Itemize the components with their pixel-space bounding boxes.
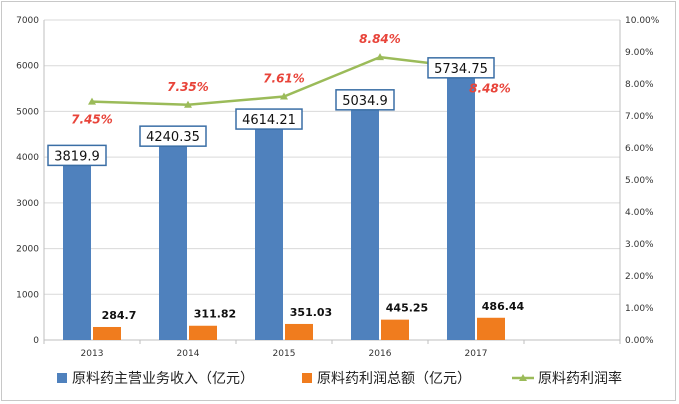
- y-right-tick-label: 3.00%: [625, 240, 654, 250]
- profit-data-label: 351.03: [290, 306, 332, 319]
- x-tick-label: 2015: [273, 349, 296, 359]
- rate-data-label: 7.45%: [71, 113, 113, 127]
- legend-label-rate: 原料药利润率: [538, 370, 622, 387]
- y-left-tick-label: 1000: [16, 290, 39, 300]
- y-right-tick-label: 4.00%: [625, 208, 654, 218]
- revenue-data-label: 5734.75: [434, 62, 488, 77]
- profit-data-label: 486.44: [482, 300, 525, 313]
- revenue-data-label: 4614.21: [242, 113, 296, 128]
- bar-revenue: [447, 77, 475, 340]
- profit-data-label: 284.7: [102, 309, 137, 322]
- bar-profit: [93, 326, 121, 340]
- bar-revenue: [351, 109, 379, 340]
- y-right-tick-label: 9.00%: [625, 48, 654, 58]
- rate-data-label: 8.48%: [469, 82, 511, 96]
- x-tick-label: 2013: [81, 349, 104, 359]
- line-marker: [280, 92, 288, 100]
- profit-data-label: 445.25: [386, 302, 428, 315]
- revenue-data-label: 5034.9: [342, 94, 388, 109]
- y-left-tick-label: 2000: [16, 245, 39, 255]
- y-right-tick-label: 6.00%: [625, 144, 654, 154]
- rate-data-label: 7.61%: [263, 71, 305, 85]
- bar-revenue: [63, 165, 91, 340]
- line-marker: [184, 100, 192, 108]
- y-right-tick-label: 0.00%: [625, 336, 654, 346]
- bar-profit: [381, 319, 409, 340]
- x-tick-label: 2017: [465, 349, 488, 359]
- revenue-label-box: [47, 144, 107, 167]
- y-right-tick-label: 2.00%: [625, 272, 654, 282]
- bar-profit: [189, 325, 217, 340]
- x-tick-label: 2014: [177, 349, 200, 359]
- bar-profit: [285, 323, 313, 340]
- profit-data-label: 311.82: [194, 308, 236, 321]
- revenue-label-box: [427, 57, 495, 79]
- y-right-tick-label: 8.00%: [625, 80, 654, 90]
- y-right-tick-label: 5.00%: [625, 176, 654, 186]
- legend-swatch-profit: [302, 373, 312, 383]
- y-left-tick-label: 6000: [16, 62, 39, 72]
- bar-revenue: [159, 146, 187, 340]
- legend-label-revenue: 原料药主营业务收入（亿元）: [72, 371, 254, 387]
- y-left-tick-label: 0: [33, 336, 39, 346]
- bar-revenue: [255, 129, 283, 340]
- y-left-tick-label: 3000: [16, 199, 39, 209]
- y-left-tick-label: 4000: [16, 153, 39, 163]
- line-marker: [376, 53, 384, 61]
- y-right-tick-label: 1.00%: [625, 304, 654, 314]
- bar-profit: [477, 317, 505, 340]
- x-tick-label: 2016: [369, 349, 392, 359]
- revenue-label-box: [235, 108, 303, 130]
- revenue-label-box: [139, 125, 207, 147]
- line-marker: [88, 97, 96, 105]
- y-left-tick-label: 5000: [16, 107, 39, 117]
- revenue-data-label: 4240.35: [146, 130, 200, 145]
- revenue-label-box: [335, 89, 395, 111]
- y-right-tick-label: 10.00%: [625, 16, 660, 26]
- revenue-data-label: 3819.9: [54, 149, 100, 164]
- y-left-tick-label: 7000: [16, 16, 39, 26]
- rate-data-label: 8.84%: [359, 32, 401, 46]
- legend-label-profit: 原料药利润总额（亿元）: [317, 371, 471, 387]
- rate-data-label: 7.35%: [167, 80, 209, 94]
- y-right-tick-label: 7.00%: [625, 112, 654, 122]
- legend-swatch-revenue: [57, 373, 67, 383]
- legend-swatch-rate-marker: [519, 374, 527, 381]
